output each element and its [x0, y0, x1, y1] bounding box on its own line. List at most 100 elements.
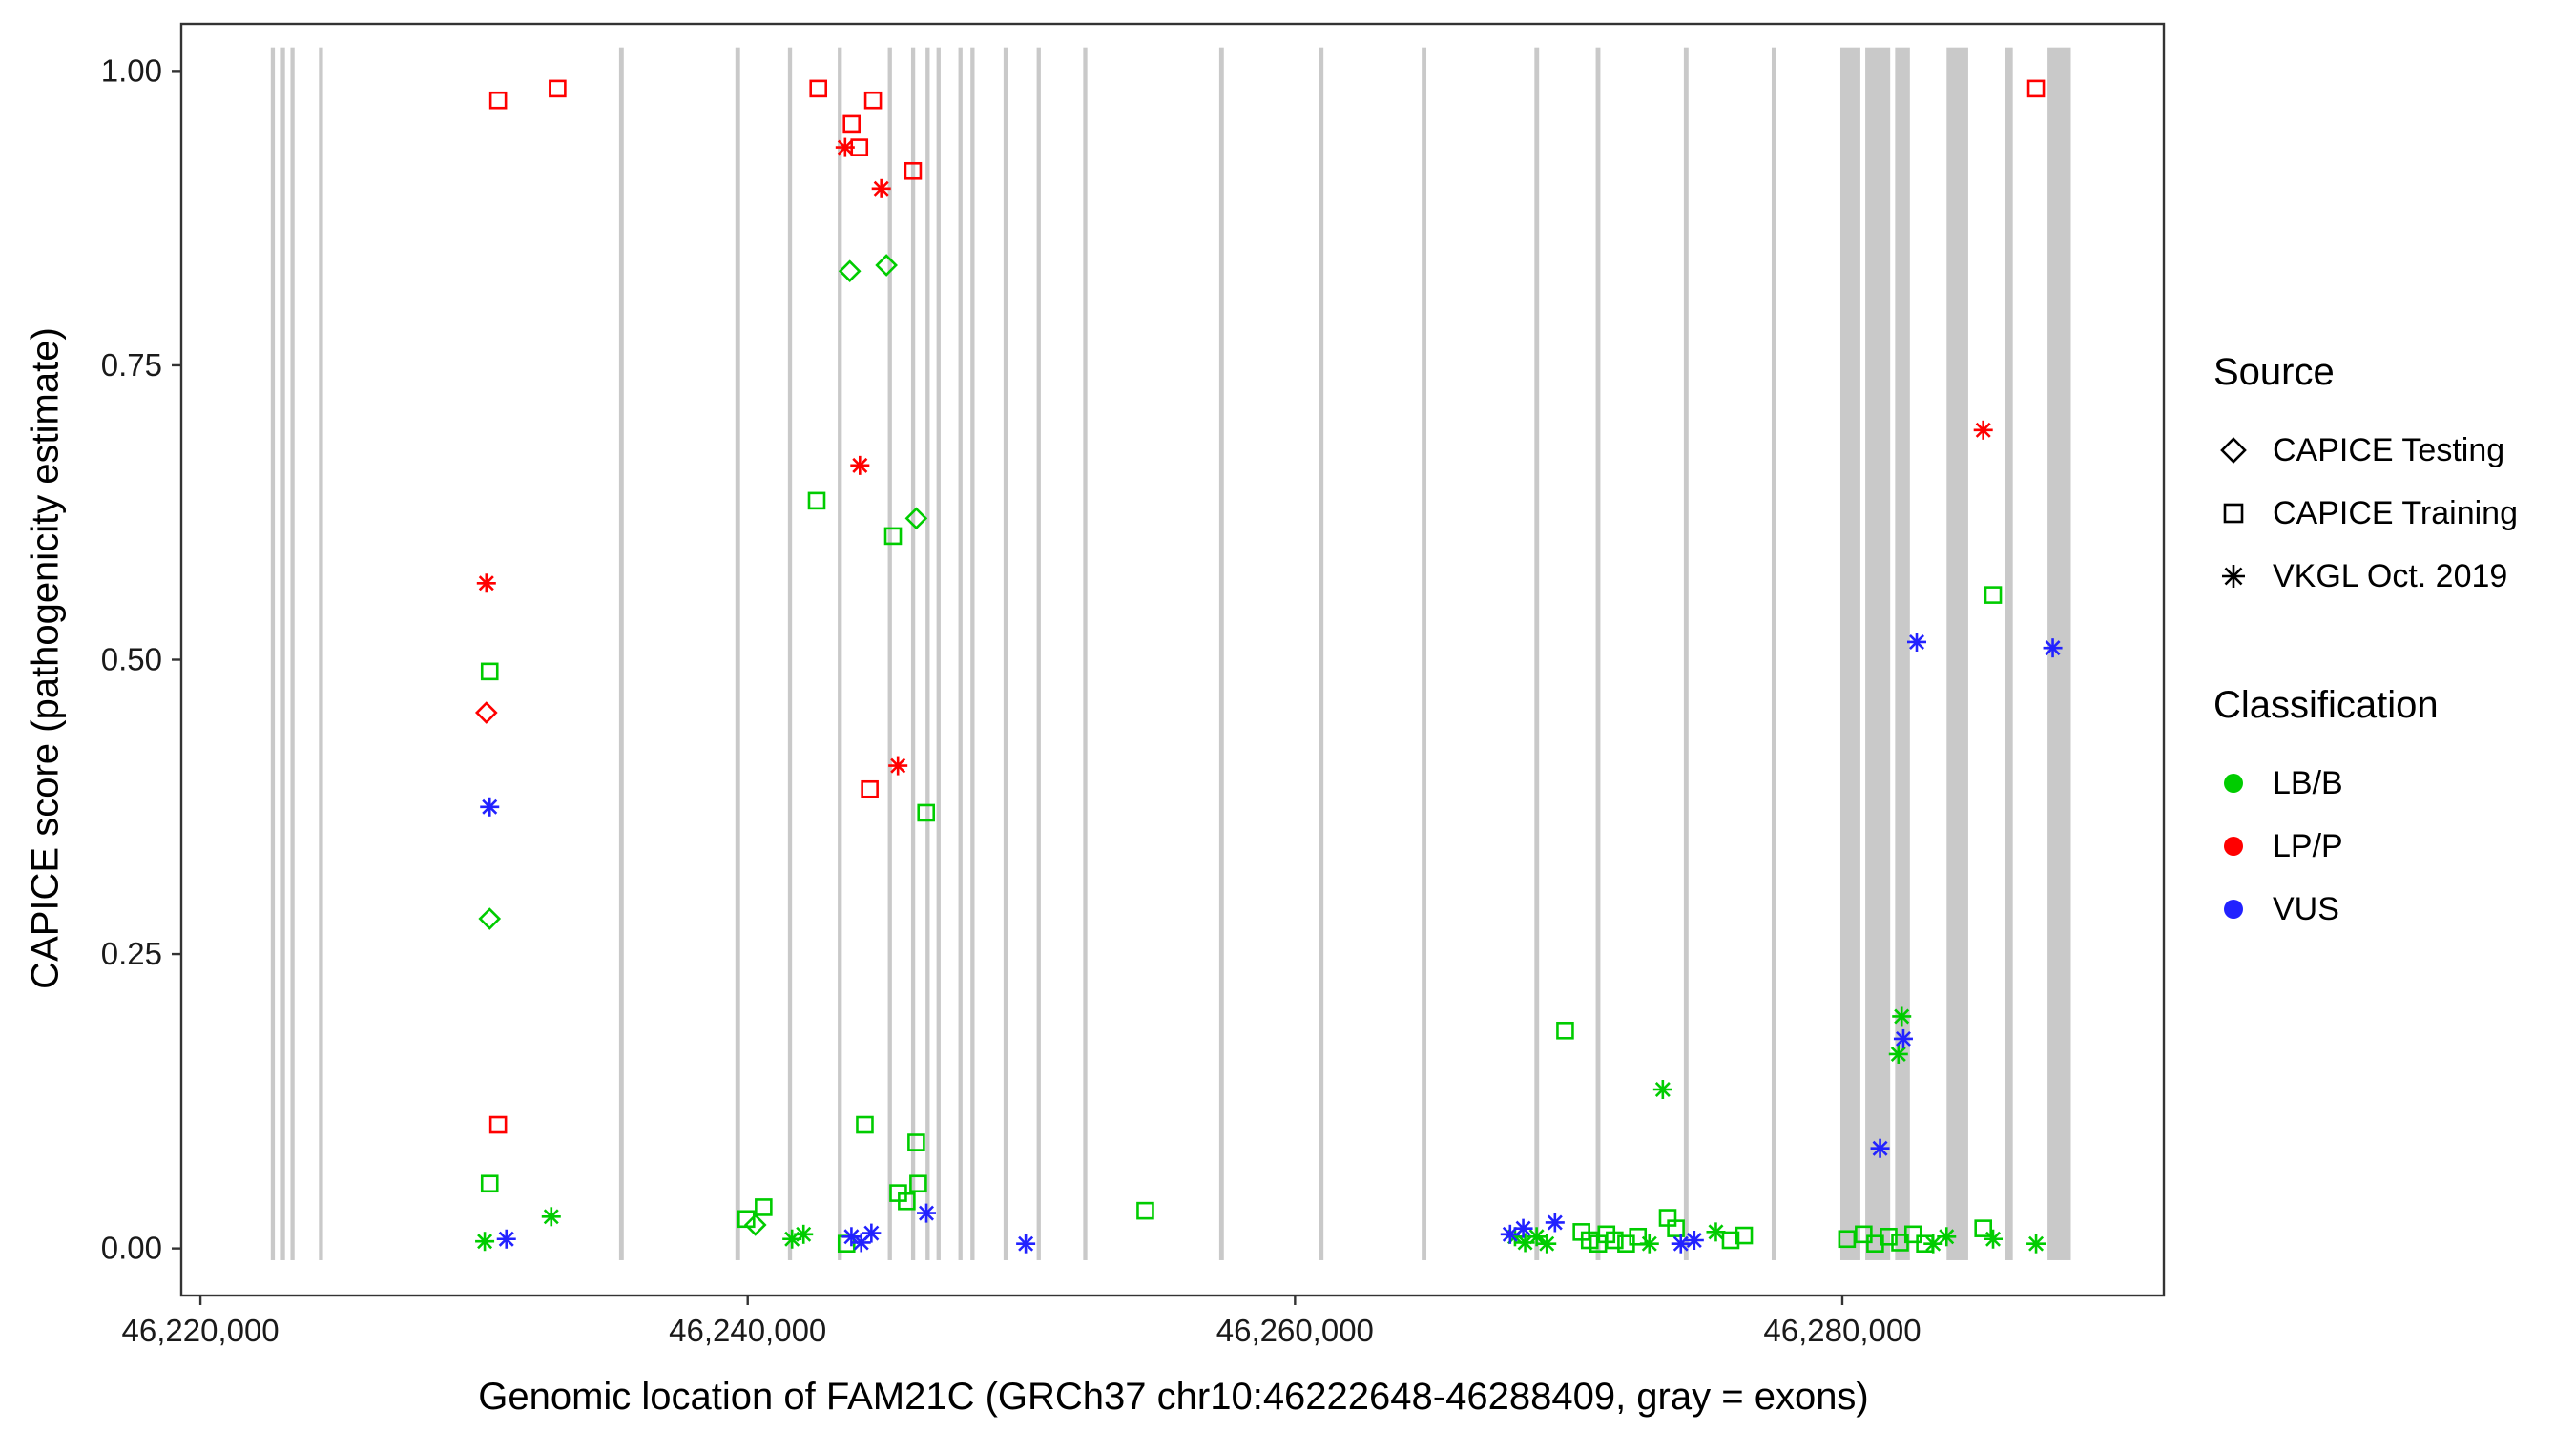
exon-bar	[1683, 47, 1689, 1260]
data-point-asterisk	[1937, 1227, 1957, 1247]
exon-bar	[319, 47, 323, 1260]
x-tick-label: 46,260,000	[1216, 1313, 1374, 1348]
exon-bar	[280, 47, 285, 1260]
blue-dot-icon	[2224, 900, 2243, 919]
data-point-asterisk	[794, 1224, 814, 1244]
legend-item-vkgl: VKGL Oct. 2019	[2213, 545, 2566, 608]
data-point-asterisk	[1639, 1234, 1659, 1254]
data-point-square	[1855, 1225, 1873, 1244]
data-point-asterisk	[1907, 632, 1927, 652]
data-point-square	[1629, 1227, 1648, 1246]
data-point-square	[909, 1174, 927, 1193]
y-tick-label: 0.00	[101, 1231, 162, 1266]
legend-item-label: VUS	[2273, 890, 2339, 927]
data-point-asterisk	[1892, 1006, 1912, 1027]
exon-bar	[735, 47, 740, 1260]
data-point-square	[1667, 1219, 1685, 1237]
data-point-asterisk	[1870, 1138, 1890, 1158]
data-point-square	[883, 527, 903, 546]
data-point-asterisk	[1684, 1230, 1704, 1250]
legend-source-title: Source	[2213, 351, 2335, 393]
data-point-diamond	[875, 254, 898, 277]
data-point-square	[1721, 1231, 1740, 1250]
data-point-square	[1838, 1230, 1857, 1249]
exon-bar	[910, 47, 916, 1260]
data-point-asterisk	[841, 1227, 862, 1247]
exon-bar	[290, 47, 295, 1260]
data-point-diamond	[743, 1213, 767, 1236]
exon-bar	[958, 47, 963, 1260]
legend-group-source: Source CAPICE Testing CAPICE Training	[2213, 351, 2566, 608]
exon-bar	[1218, 47, 1224, 1260]
data-point-asterisk	[1527, 1227, 1547, 1247]
data-point-square	[907, 1133, 925, 1151]
data-point-asterisk	[1923, 1234, 1943, 1254]
exon-bar	[1771, 47, 1776, 1260]
exon-bar	[887, 47, 892, 1260]
data-point-square	[898, 1192, 916, 1211]
y-tick-label: 0.50	[101, 642, 162, 677]
exon-bar	[1422, 47, 1427, 1260]
legend-item-label: LP/P	[2273, 827, 2343, 864]
exon-bar	[1895, 47, 1910, 1260]
legend-group-classification: Classification LB/B LP/P VUS	[2213, 684, 2566, 941]
data-point-asterisk	[1515, 1233, 1535, 1253]
data-point-square	[1880, 1227, 1898, 1246]
exon-bar	[787, 47, 793, 1260]
exon-bar	[936, 47, 941, 1260]
data-point-asterisk	[1671, 1234, 1691, 1254]
data-point-square	[488, 91, 508, 110]
legend-item-vus: VUS	[2213, 878, 2566, 941]
data-point-asterisk	[917, 1203, 937, 1223]
y-tick-label: 0.75	[101, 347, 162, 383]
exon-bar	[1003, 47, 1008, 1260]
data-points	[474, 79, 2063, 1254]
data-point-square	[737, 1210, 756, 1229]
data-point-asterisk	[1984, 1229, 2004, 1249]
exon-bars	[270, 47, 2071, 1260]
data-point-square	[549, 79, 567, 98]
data-point-square	[480, 1174, 499, 1193]
data-point-diamond	[904, 507, 928, 530]
exon-bar	[618, 47, 624, 1260]
x-tick-label: 46,280,000	[1763, 1313, 1921, 1348]
exon-bar	[1083, 47, 1088, 1260]
exon-bar	[838, 47, 842, 1260]
data-point-asterisk	[476, 573, 496, 593]
x-axis-title: Genomic location of FAM21C (GRCh37 chr10…	[478, 1376, 1869, 1418]
data-point-asterisk	[862, 1223, 882, 1243]
data-point-asterisk	[850, 455, 870, 475]
y-axis-title: CAPICE score (pathogenicity estimate)	[24, 327, 67, 989]
data-point-square	[1136, 1201, 1154, 1220]
data-point-asterisk	[1545, 1213, 1565, 1233]
x-axis: 46,220,000 46,240,000 46,260,000 46,280,000	[121, 1296, 1922, 1348]
exon-bar	[1595, 47, 1601, 1260]
data-point-square	[807, 491, 826, 510]
data-point-asterisk	[888, 756, 908, 776]
data-point-square	[1606, 1231, 1624, 1250]
x-tick-label: 46,240,000	[669, 1313, 826, 1348]
data-point-square	[1984, 586, 2003, 604]
exon-bar	[2005, 47, 2013, 1260]
data-point-square	[755, 1198, 773, 1216]
legend-item-label: LB/B	[2273, 764, 2343, 801]
y-axis: 0.00 0.25 0.50 0.75 1.00	[101, 52, 181, 1266]
data-point-asterisk	[475, 1232, 495, 1252]
data-point-diamond	[838, 259, 862, 283]
data-point-square	[480, 662, 499, 681]
legend-classification-title: Classification	[2213, 684, 2439, 726]
legend-item-capice-training: CAPICE Training	[2213, 482, 2566, 545]
diamond-icon	[2220, 437, 2247, 464]
data-point-asterisk	[1016, 1234, 1036, 1254]
x-tick-label: 46,220,000	[121, 1313, 279, 1348]
data-point-diamond	[474, 701, 498, 724]
data-point-square	[2026, 79, 2046, 98]
legend-item-lbb: LB/B	[2213, 752, 2566, 815]
data-point-square	[850, 138, 869, 156]
data-point-asterisk	[1893, 1028, 1913, 1048]
data-point-asterisk	[1513, 1218, 1533, 1238]
data-point-asterisk	[496, 1229, 516, 1249]
data-point-asterisk	[1888, 1044, 1908, 1064]
data-point-diamond	[478, 907, 502, 930]
